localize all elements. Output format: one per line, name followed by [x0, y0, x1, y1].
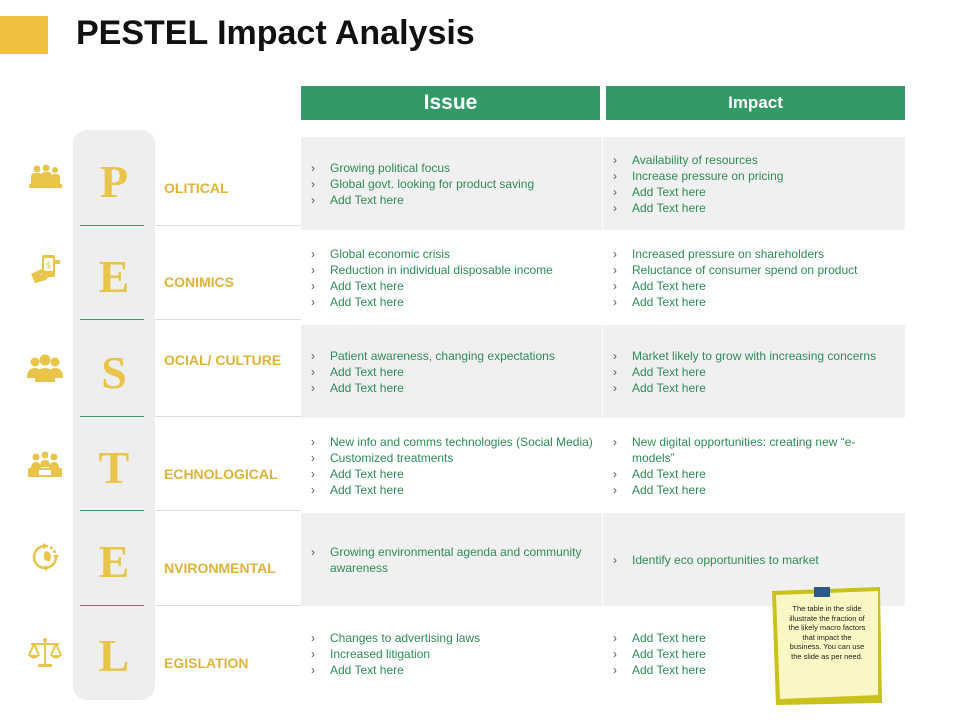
- label-divider: [155, 416, 301, 417]
- list-item: Add Text here: [311, 192, 594, 208]
- politics-people-icon: [29, 164, 62, 188]
- list-item: Increase pressure on pricing: [613, 168, 897, 184]
- list-item: Growing environmental agenda and communi…: [311, 544, 594, 576]
- list-item: Add Text here: [613, 662, 897, 678]
- list-item: Add Text here: [613, 364, 897, 380]
- letter-p: P: [99, 156, 129, 207]
- label-divider: [155, 605, 301, 606]
- list-item: Changes to advertising laws: [311, 630, 594, 646]
- list-item: Increased pressure on shareholders: [613, 246, 897, 262]
- list-item: Patient awareness, changing expectations: [311, 348, 594, 364]
- list-item: Add Text here: [311, 364, 594, 380]
- svg-text:$: $: [46, 261, 52, 271]
- list-item: Add Text here: [311, 662, 594, 678]
- list-item: Increased litigation: [311, 646, 594, 662]
- letter-t: T: [98, 442, 130, 493]
- letter-divider: [80, 319, 144, 320]
- list-item: Add Text here: [311, 278, 594, 294]
- impact-cell-political: Availability of resourcesIncrease pressu…: [603, 137, 905, 230]
- letter-divider: [80, 416, 144, 417]
- issue-column-header: Issue: [301, 86, 600, 120]
- list-item: Reluctance of consumer spend on product: [613, 262, 897, 278]
- list-item: Add Text here: [613, 466, 897, 482]
- row-label-social: OCIAL/ CULTURE: [164, 352, 282, 368]
- issue-cell-technological: New info and comms technologies (Social …: [301, 419, 602, 512]
- label-divider: [155, 510, 301, 511]
- scales-icon: [28, 638, 62, 667]
- issue-cell-environmental: Growing environmental agenda and communi…: [301, 513, 602, 606]
- sticky-note-text: The table in the slide illustrate the fr…: [788, 604, 866, 661]
- row-label-legislation: EGISLATION: [164, 655, 249, 671]
- list-item: Identify eco opportunities to market: [613, 552, 897, 568]
- list-item: Availability of resources: [613, 152, 897, 168]
- list-item: Add Text here: [613, 200, 897, 216]
- accent-block: [0, 16, 48, 54]
- list-item: Global economic crisis: [311, 246, 594, 262]
- list-item: Add Text here: [311, 294, 594, 310]
- label-divider: [155, 319, 301, 320]
- list-item: Add Text here: [613, 184, 897, 200]
- row-label-economics: CONIMICS: [164, 274, 234, 290]
- binder-clip-icon: [814, 587, 830, 597]
- list-item: Add Text here: [613, 482, 897, 498]
- list-item: Market likely to grow with increasing co…: [613, 348, 897, 364]
- list-item: Add Text here: [613, 278, 897, 294]
- pestel-letter-panel: [73, 130, 155, 700]
- letter-l: L: [98, 630, 130, 681]
- issue-cell-political: Growing political focusGlobal govt. look…: [301, 137, 602, 230]
- list-item: Add Text here: [311, 466, 594, 482]
- issue-cell-legislation: Changes to advertising lawsIncreased lit…: [301, 607, 602, 700]
- list-item: Growing political focus: [311, 160, 594, 176]
- list-item: Add Text here: [613, 294, 897, 310]
- page-title: PESTEL Impact Analysis: [76, 14, 475, 52]
- letter-divider: [80, 225, 144, 226]
- list-item: Add Text here: [311, 380, 594, 396]
- eco-cycle-icon: [32, 543, 59, 571]
- money-phone-icon: $: [31, 255, 60, 283]
- list-item: Add Text here: [613, 630, 897, 646]
- row-label-political: OLITICAL: [164, 180, 229, 196]
- letter-divider: [80, 605, 144, 606]
- impact-cell-economics: Increased pressure on shareholdersReluct…: [603, 231, 905, 324]
- impact-cell-environmental: Identify eco opportunities to market: [603, 513, 905, 606]
- team-meeting-icon: [28, 451, 62, 477]
- letter-e-economics: E: [98, 251, 130, 302]
- issue-cell-social: Patient awareness, changing expectations…: [301, 325, 602, 418]
- sticky-note: [772, 587, 882, 705]
- list-item: Reduction in individual disposable incom…: [311, 262, 594, 278]
- list-item: Add Text here: [311, 482, 594, 498]
- list-item: New info and comms technologies (Social …: [311, 434, 594, 450]
- letter-s: S: [101, 347, 127, 398]
- impact-cell-legislation: Add Text hereAdd Text hereAdd Text here: [603, 607, 905, 700]
- impact-cell-technological: New digital opportunities: creating new …: [603, 419, 905, 512]
- list-item: Global govt. looking for product saving: [311, 176, 594, 192]
- letter-e-environmental: E: [98, 536, 130, 587]
- impact-column-header: Impact: [606, 86, 905, 120]
- list-item: Add Text here: [613, 380, 897, 396]
- letter-divider: [80, 510, 144, 511]
- row-label-environmental: NVIRONMENTAL: [164, 560, 276, 576]
- list-item: New digital opportunities: creating new …: [613, 434, 897, 466]
- list-item: Add Text here: [613, 646, 897, 662]
- row-label-technological: ECHNOLOGICAL: [164, 466, 278, 482]
- issue-cell-economics: Global economic crisisReduction in indiv…: [301, 231, 602, 324]
- impact-cell-social: Market likely to grow with increasing co…: [603, 325, 905, 418]
- list-item: Customized treatments: [311, 450, 594, 466]
- label-divider: [155, 225, 301, 226]
- group-people-icon: [27, 354, 63, 382]
